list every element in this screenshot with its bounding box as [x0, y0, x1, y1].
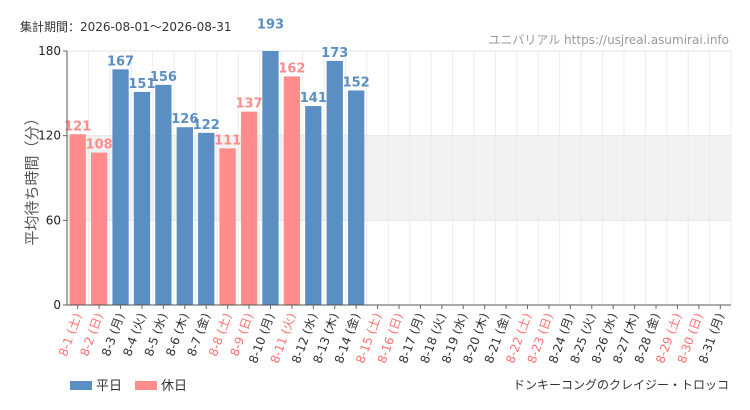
bar [262, 51, 279, 305]
data-label: 137 [235, 97, 262, 112]
y-axis-label: 平均待ち時間（分） [23, 110, 41, 245]
y-tick-label: 60 [46, 213, 61, 227]
bar [198, 132, 215, 305]
legend-swatch [135, 381, 157, 390]
data-label: 156 [150, 70, 177, 85]
bar [176, 127, 193, 305]
data-label: 152 [343, 76, 370, 91]
legend-label: 休日 [161, 379, 187, 394]
y-axis: 0 60 120 180 [38, 44, 68, 312]
data-label: 167 [107, 54, 134, 69]
data-label: 162 [278, 61, 305, 76]
bar [69, 134, 86, 305]
bar [305, 106, 322, 306]
bar [133, 91, 151, 305]
bar [112, 69, 129, 305]
bar [219, 148, 236, 305]
data-label: 173 [321, 46, 348, 61]
y-tick-label: 120 [38, 129, 61, 143]
data-label: 108 [86, 138, 113, 153]
bar [240, 111, 258, 305]
data-label: 121 [64, 119, 91, 134]
source-label: ユニバリアル https://usjreal.asumirai.info [488, 33, 729, 47]
bar [348, 90, 365, 305]
legend-label: 平日 [96, 379, 122, 394]
period-label: 集計期間：2026-08-01〜2026-08-31 [20, 19, 231, 34]
bars [69, 51, 365, 306]
data-label: 122 [193, 118, 220, 133]
legend-swatch [70, 381, 92, 390]
legend: 平日 休日 [70, 379, 187, 394]
data-label: 151 [128, 77, 155, 92]
data-label: 141 [300, 91, 327, 106]
bar [155, 84, 172, 305]
attraction-name: ドンキーコングのクレイジー・トロッコ [513, 378, 729, 392]
grid [66, 50, 732, 306]
data-label: 126 [171, 112, 198, 127]
x-axis: 8-1 (土)8-2 (日)8-3 (月)8-4 (火)8-5 (水)8-6 (… [56, 304, 731, 365]
data-label: 111 [214, 133, 241, 148]
bar [283, 76, 301, 306]
bar [90, 152, 108, 305]
data-label: 193 [257, 18, 284, 33]
bar [326, 60, 343, 305]
y-tick-label: 180 [38, 44, 61, 58]
y-tick-label: 0 [53, 298, 61, 312]
